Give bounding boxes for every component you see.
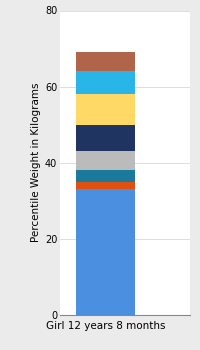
Bar	[76, 125, 135, 151]
Bar	[76, 52, 135, 71]
Bar	[76, 94, 135, 125]
Y-axis label: Percentile Weight in Kilograms: Percentile Weight in Kilograms	[31, 83, 41, 243]
Bar	[76, 170, 135, 182]
Bar	[76, 151, 135, 170]
Bar	[76, 71, 135, 94]
Bar	[76, 182, 135, 189]
Bar	[76, 189, 135, 315]
